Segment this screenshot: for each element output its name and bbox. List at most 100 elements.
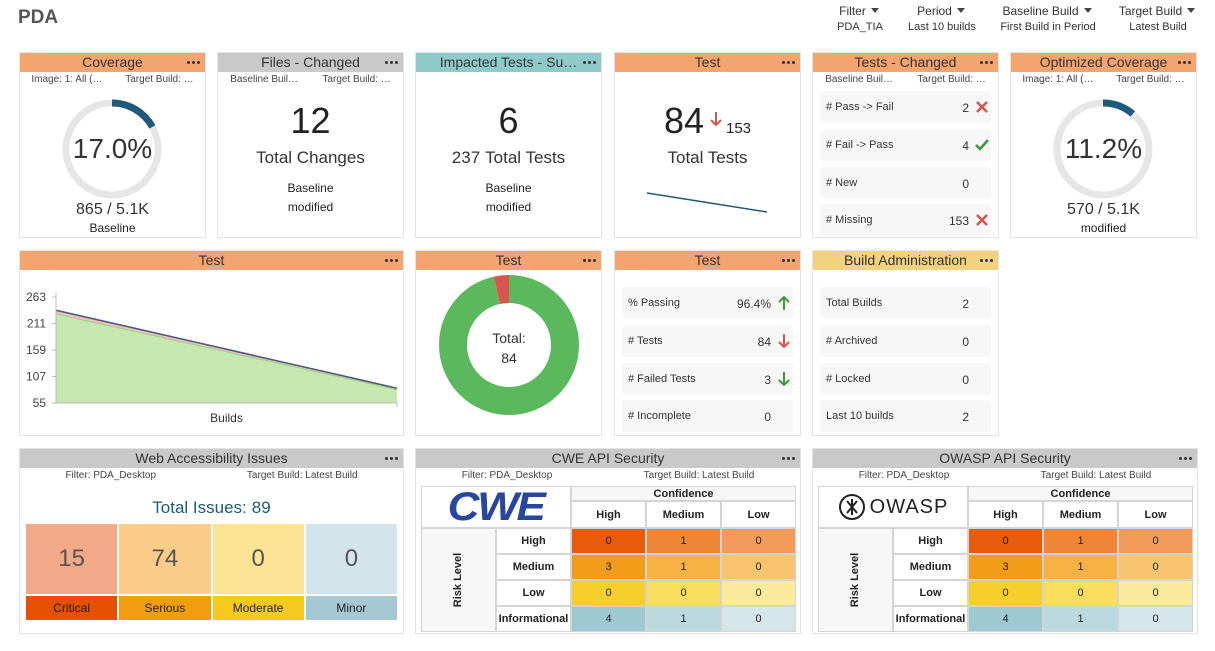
widget-title: Coverage — [82, 54, 143, 70]
widget-subtitle: Filter: PDA_Desktop Target Build: Latest … — [20, 470, 403, 481]
big-label: Total Tests — [667, 148, 748, 167]
cross — [976, 101, 988, 113]
widget-title: CWE API Security — [551, 450, 665, 466]
caret — [870, 8, 879, 13]
issue-box: 15 — [25, 523, 119, 595]
widget-header: Test — [615, 251, 800, 270]
widget-body: Baseline Buil… Target Build: … 12 Total Cha… — [218, 72, 403, 237]
y-tick-label: 263 — [26, 290, 46, 304]
row-value: 2 — [962, 297, 969, 311]
widget-body: 6 237 Total Tests Baseline modified — [416, 72, 601, 237]
heat-cell-text: 0 — [1002, 535, 1009, 547]
column-label: Low — [721, 501, 796, 528]
subtitle-item: Filter: PDA_Desktop — [461, 470, 553, 481]
heat-cell-text: 0 — [680, 587, 687, 599]
row-label: Medium — [496, 554, 571, 580]
issue-label: Serious — [118, 595, 212, 621]
heat-cell-text: 3 — [605, 561, 612, 573]
menu-button[interactable] — [385, 457, 398, 460]
trend-arrow — [778, 295, 790, 310]
filter-dropdown[interactable]: Baseline Build First Build in Period — [988, 4, 1108, 33]
heat-cell: 0 — [721, 580, 796, 606]
filter-label-text: Filter — [839, 4, 866, 18]
area-line — [55, 309, 398, 390]
widget-header: Build Administration — [813, 251, 998, 270]
column-label: Low — [1118, 501, 1193, 528]
menu-button[interactable] — [782, 259, 795, 262]
menu-dot — [385, 457, 388, 460]
menu-dot — [787, 457, 790, 460]
menu-button[interactable] — [782, 457, 795, 460]
menu-button[interactable] — [980, 61, 993, 64]
menu-dot — [395, 457, 398, 460]
widget-header: Impacted Tests - Su… — [416, 53, 601, 72]
menu-dot — [792, 61, 795, 64]
menu-dot — [1189, 457, 1192, 460]
row-label: # Fail -> Pass — [826, 139, 894, 151]
menu-dot — [985, 61, 988, 64]
page-title: PDA — [18, 7, 59, 28]
stat-row: # Incomplete 0 — [622, 400, 793, 432]
menu-button[interactable] — [782, 61, 795, 64]
menu-dot — [792, 259, 795, 262]
widget: Impacted Tests - Su… 6 237 Total Tests Basel… — [415, 52, 602, 238]
heat-cell: 0 — [1043, 580, 1118, 606]
logo-cell: CWE — [421, 485, 571, 529]
previous-value: 153 — [726, 120, 752, 137]
stat-row: # Fail -> Pass 4 — [820, 129, 991, 161]
area-line — [55, 313, 398, 391]
heat-cell: 0 — [571, 580, 646, 606]
widget-subtitle: Baseline Buil… Target Build: … — [218, 74, 403, 85]
row-label: # Pass -> Fail — [826, 101, 894, 113]
issue-count: 0 — [251, 545, 265, 572]
heat-cell-text: 0 — [605, 587, 612, 599]
row-label: % Passing — [628, 297, 680, 309]
row-label: # Failed Tests — [628, 373, 696, 385]
menu-dot — [980, 259, 983, 262]
big-label: Total Changes — [256, 148, 365, 167]
heat-cell-text: 0 — [1002, 587, 1009, 599]
center-label: Total: — [492, 330, 525, 346]
menu-button[interactable] — [1179, 457, 1192, 460]
widget-header: Test — [20, 251, 403, 270]
donut-segment — [439, 275, 579, 415]
filter-label: Target Build — [1098, 4, 1215, 18]
menu-button[interactable] — [1178, 61, 1191, 64]
menu-button[interactable] — [980, 259, 993, 262]
row-label: Low — [893, 580, 968, 606]
filter-dropdown[interactable]: Filter PDA_TIA — [800, 4, 920, 33]
widget-header: CWE API Security — [416, 449, 800, 468]
total-issues: Total Issues: 89 — [20, 498, 403, 518]
heat-cell: 3 — [571, 554, 646, 580]
column-header: Confidence — [571, 486, 796, 501]
menu-button[interactable] — [583, 61, 596, 64]
stat-row: # Failed Tests 3 — [622, 363, 793, 395]
heat-cell-text: 0 — [755, 535, 762, 547]
menu-button[interactable] — [583, 259, 596, 262]
filter-dropdown[interactable]: Target Build Latest Build — [1098, 4, 1215, 33]
note-line: modified — [485, 200, 532, 214]
menu-button[interactable] — [187, 61, 200, 64]
widget-title: OWASP API Security — [939, 450, 1071, 466]
subtitle-item: Target Build: Latest Build — [246, 470, 358, 481]
heat-cell-text: 1 — [1077, 561, 1084, 573]
widget: Test % Passing 96.4% # Tests 84 # Failed Test… — [614, 250, 801, 436]
gauge-arc — [62, 99, 162, 199]
heat-cell: 1 — [1043, 554, 1118, 580]
y-tick-label: 211 — [27, 317, 46, 331]
row-header-text: Risk Level — [452, 552, 465, 608]
menu-dot — [1179, 457, 1182, 460]
menu-dot — [593, 259, 596, 262]
widget-title: Test — [198, 252, 225, 268]
menu-dot — [583, 259, 586, 262]
widget-title: Build Administration — [844, 252, 967, 268]
menu-button[interactable] — [385, 61, 398, 64]
menu-button[interactable] — [385, 259, 398, 262]
widget-title: Test — [694, 54, 721, 70]
row-label-text: Informational — [498, 613, 569, 625]
filter-dropdown[interactable]: Period Last 10 builds — [882, 4, 1002, 33]
row-label-text: Informational — [895, 613, 966, 625]
subtitle-item: Image: 1: All (… — [31, 74, 103, 85]
widget-title: Files - Changed — [261, 54, 360, 70]
stat-row: # Pass -> Fail 2 — [820, 91, 991, 123]
